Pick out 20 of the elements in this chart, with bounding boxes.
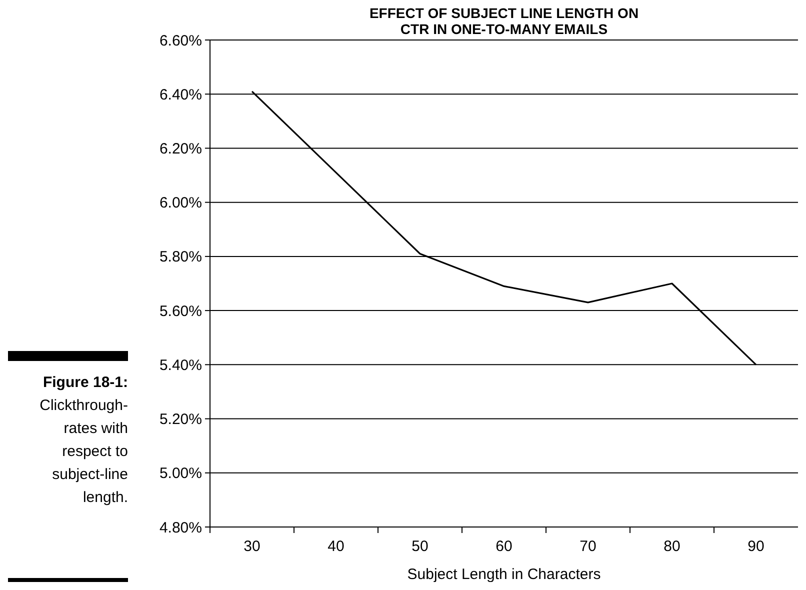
- x-tick-label: 90: [748, 538, 764, 555]
- chart-title: EFFECT OF SUBJECT LINE LENGTH ON CTR IN ONE-TO-MANY EMAILS: [369, 5, 639, 37]
- x-tick-label: 80: [664, 538, 680, 555]
- y-tick-label: 6.20%: [159, 140, 202, 158]
- y-tick-label: 5.40%: [159, 356, 202, 374]
- x-tick-label: 70: [580, 538, 596, 555]
- x-axis-title: Subject Length in Characters: [407, 566, 601, 583]
- y-tick-label: 5.60%: [159, 302, 202, 320]
- x-tick-label: 40: [328, 538, 344, 555]
- y-tick-label: 6.60%: [159, 32, 202, 50]
- y-tick-label: 6.00%: [159, 194, 202, 212]
- y-tick-label: 4.80%: [159, 519, 202, 536]
- y-tick-label: 6.40%: [159, 86, 202, 104]
- x-tick-label: 60: [496, 538, 512, 555]
- x-tick-label: 30: [244, 538, 260, 555]
- y-tick-label: 5.80%: [159, 248, 202, 266]
- y-tick-label: 5.20%: [159, 411, 202, 428]
- y-tick-label: 5.00%: [159, 465, 202, 482]
- x-tick-label: 50: [412, 538, 428, 555]
- caption: Figure 18-1: Clickthrough-rates with respect to subject-line length.: [40, 374, 128, 506]
